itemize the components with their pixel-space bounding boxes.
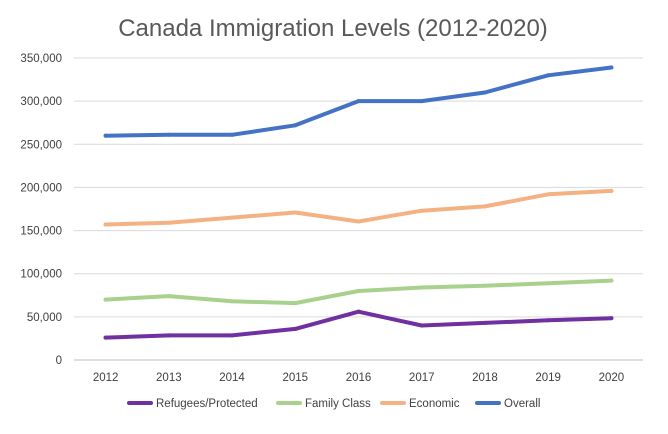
data-point-family-class <box>166 294 171 299</box>
legend-label: Economic <box>409 398 460 410</box>
data-point-economic <box>609 188 614 193</box>
y-tick-label: 350,000 <box>20 53 62 65</box>
data-point-refugees-protected <box>103 335 108 340</box>
data-point-family-class <box>609 278 614 283</box>
y-tick-label: 100,000 <box>20 269 62 281</box>
data-point-economic <box>166 220 171 225</box>
data-point-overall <box>419 99 424 104</box>
data-point-refugees-protected <box>546 318 551 323</box>
data-point-refugees-protected <box>166 333 171 338</box>
data-point-overall <box>166 132 171 137</box>
data-point-overall <box>293 123 298 128</box>
x-tick-label: 2013 <box>156 372 182 384</box>
y-tick-label: 50,000 <box>27 312 62 324</box>
data-point-family-class <box>293 301 298 306</box>
data-point-family-class <box>230 299 235 304</box>
series-line-refugees-protected <box>103 309 614 340</box>
x-tick-label: 2014 <box>219 372 245 384</box>
y-axis-ticks: 0 50,000 100,000 150,000 200,000 250,000 300,0… <box>20 53 62 367</box>
data-point-family-class <box>419 285 424 290</box>
y-tick-label: 200,000 <box>20 182 62 194</box>
data-point-family-class <box>546 281 551 286</box>
y-tick-label: 250,000 <box>20 139 62 151</box>
data-point-economic <box>419 208 424 213</box>
x-tick-label: 2015 <box>282 372 308 384</box>
data-point-family-class <box>103 297 108 302</box>
series-line-economic <box>103 188 614 227</box>
data-point-economic <box>546 192 551 197</box>
data-point-economic <box>482 204 487 209</box>
data-point-refugees-protected <box>356 309 361 314</box>
data-point-refugees-protected <box>419 323 424 328</box>
legend-label: Family Class <box>305 398 371 410</box>
data-point-overall <box>230 132 235 137</box>
x-tick-label: 2012 <box>93 372 119 384</box>
x-tick-label: 2019 <box>535 372 561 384</box>
data-point-overall <box>356 99 361 104</box>
legend-label: Overall <box>504 398 540 410</box>
legend-label: Refugees/Protected <box>156 398 258 410</box>
chart-title: Canada Immigration Levels (2012-2020) <box>118 15 548 42</box>
data-point-economic <box>356 219 361 224</box>
data-point-refugees-protected <box>482 320 487 325</box>
series-lines <box>103 65 614 340</box>
x-tick-label: 2020 <box>599 372 625 384</box>
data-point-refugees-protected <box>609 316 614 321</box>
x-tick-label: 2018 <box>472 372 498 384</box>
y-tick-label: 300,000 <box>20 96 62 108</box>
data-point-overall <box>103 133 108 138</box>
data-point-economic <box>230 215 235 220</box>
data-point-family-class <box>482 283 487 288</box>
data-point-overall <box>482 90 487 95</box>
data-point-economic <box>103 222 108 227</box>
gridlines <box>74 57 643 361</box>
y-tick-label: 150,000 <box>20 226 62 238</box>
y-tick-label: 0 <box>56 355 62 367</box>
x-tick-label: 2017 <box>409 372 435 384</box>
data-point-refugees-protected <box>230 333 235 338</box>
x-tick-label: 2016 <box>346 372 372 384</box>
data-point-family-class <box>356 288 361 293</box>
data-point-economic <box>293 210 298 215</box>
data-point-refugees-protected <box>293 326 298 331</box>
legend: Refugees/Protected Family Class Economic Ov… <box>127 398 540 410</box>
x-axis-ticks: 2012 2013 2014 2015 2016 2017 2018 2019 2020 <box>93 372 624 384</box>
data-point-overall <box>546 73 551 78</box>
data-point-overall <box>609 65 614 70</box>
